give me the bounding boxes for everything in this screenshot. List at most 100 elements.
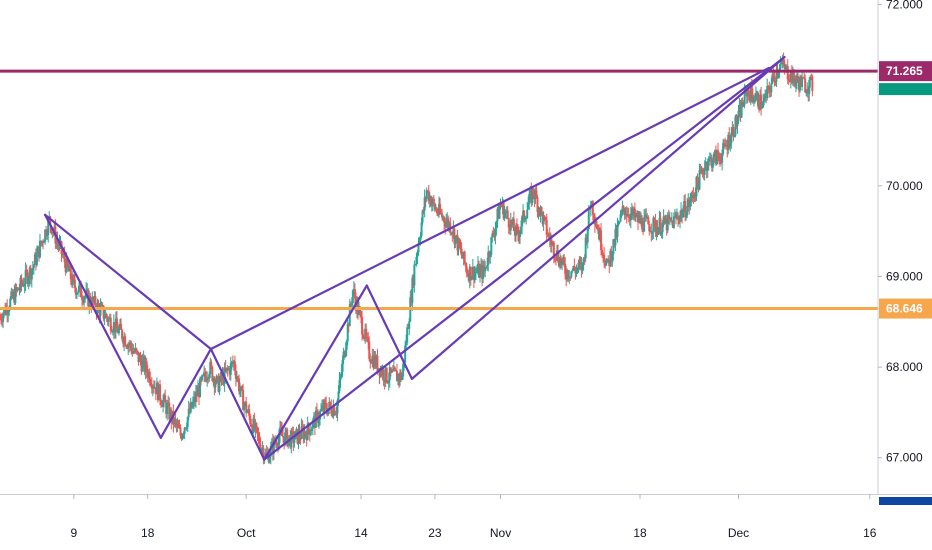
candle-body bbox=[18, 289, 21, 291]
candle-body bbox=[695, 177, 698, 197]
candle-body bbox=[145, 361, 148, 372]
candle-body bbox=[650, 230, 653, 234]
candle-body bbox=[603, 254, 606, 261]
candle-body bbox=[326, 410, 329, 415]
candle-body bbox=[312, 416, 315, 421]
candle-body bbox=[139, 355, 142, 362]
candle-body bbox=[342, 351, 345, 361]
candle-body bbox=[267, 453, 270, 463]
candle-body bbox=[802, 77, 805, 79]
candle-body bbox=[552, 242, 555, 257]
candle-body bbox=[600, 230, 603, 250]
candle-body bbox=[570, 271, 573, 278]
level-price-tag-label: 71.265 bbox=[886, 64, 923, 78]
candle-body bbox=[56, 239, 59, 243]
candle-body bbox=[94, 296, 97, 309]
candle-body bbox=[102, 305, 105, 319]
candle-body bbox=[598, 230, 601, 240]
candle-body bbox=[328, 401, 331, 409]
candle-body bbox=[149, 383, 152, 386]
candle-body bbox=[478, 264, 481, 278]
candle-body bbox=[434, 209, 437, 211]
candle-body bbox=[476, 264, 479, 272]
candle-body bbox=[251, 426, 254, 433]
candle-body bbox=[400, 372, 403, 380]
candle-body bbox=[129, 342, 132, 346]
candle-body bbox=[585, 237, 588, 243]
candle-body bbox=[14, 286, 17, 304]
candle-body bbox=[43, 241, 46, 243]
candle-body bbox=[663, 216, 666, 224]
candle-body bbox=[422, 210, 425, 212]
current-price-tag bbox=[879, 83, 932, 96]
candle-body bbox=[514, 225, 517, 236]
candle-body bbox=[211, 366, 214, 381]
candle-body bbox=[19, 277, 22, 290]
candle-body bbox=[165, 402, 168, 415]
candle-body bbox=[412, 277, 415, 286]
candle-body bbox=[10, 291, 13, 299]
candle-body bbox=[756, 92, 759, 107]
candle-body bbox=[448, 222, 451, 228]
candle-body bbox=[810, 77, 813, 79]
candle-body bbox=[298, 430, 301, 438]
candle-body bbox=[199, 378, 202, 398]
candle-body bbox=[31, 268, 34, 271]
candle-body bbox=[76, 292, 79, 294]
candle-body bbox=[484, 267, 487, 272]
candle-body bbox=[606, 258, 609, 262]
candle-body bbox=[664, 218, 667, 224]
candle-body bbox=[382, 369, 385, 381]
candle-body bbox=[101, 304, 104, 306]
candle-body bbox=[288, 435, 291, 439]
candle-body bbox=[592, 214, 595, 219]
candle-body bbox=[181, 434, 184, 439]
candle-body bbox=[47, 218, 50, 236]
candle-body bbox=[299, 437, 302, 439]
candle-body bbox=[729, 143, 732, 148]
candle-body bbox=[752, 100, 755, 103]
pattern-line bbox=[365, 284, 414, 380]
candle-body bbox=[185, 427, 188, 429]
candle-body bbox=[553, 256, 556, 259]
candle-body bbox=[410, 297, 413, 304]
candle-body bbox=[128, 344, 131, 346]
candle-body bbox=[466, 273, 469, 276]
candle-body bbox=[452, 228, 455, 235]
candle-body bbox=[315, 410, 318, 412]
candle-body bbox=[775, 69, 778, 82]
candle-body bbox=[59, 241, 62, 243]
candle-body bbox=[127, 344, 130, 349]
price-axis: 72.000 70.000 69.000 68.000 67.000 bbox=[878, 0, 923, 465]
candle-body bbox=[355, 300, 358, 311]
candle-body bbox=[621, 206, 624, 212]
candle-body bbox=[6, 306, 9, 315]
candle-body bbox=[781, 60, 784, 64]
candle-body bbox=[755, 92, 758, 95]
candle-body bbox=[688, 199, 691, 208]
candle-body bbox=[805, 92, 808, 94]
price-tags: 71.265 68.646 bbox=[879, 61, 932, 505]
candle-body bbox=[779, 63, 782, 69]
candle-body bbox=[678, 219, 681, 222]
candle-body bbox=[419, 235, 422, 241]
candle-body bbox=[256, 426, 259, 434]
candle-body bbox=[2, 314, 5, 322]
candle-body bbox=[512, 218, 515, 232]
candle-body bbox=[626, 214, 629, 217]
candle-body bbox=[718, 156, 721, 158]
candle-body bbox=[423, 197, 426, 211]
candle-body bbox=[378, 368, 381, 377]
candle-body bbox=[454, 236, 457, 244]
harmonic-pattern bbox=[44, 56, 786, 461]
candle-body bbox=[578, 262, 581, 264]
candle-body bbox=[474, 272, 477, 274]
price-tick-label: 67.000 bbox=[886, 451, 923, 465]
candle-body bbox=[357, 308, 360, 315]
candle-body bbox=[296, 428, 299, 444]
candle-body bbox=[620, 211, 623, 215]
candle-body bbox=[770, 83, 773, 93]
candle-body bbox=[61, 253, 64, 255]
candle-body bbox=[674, 215, 677, 218]
candle-body bbox=[571, 270, 574, 272]
